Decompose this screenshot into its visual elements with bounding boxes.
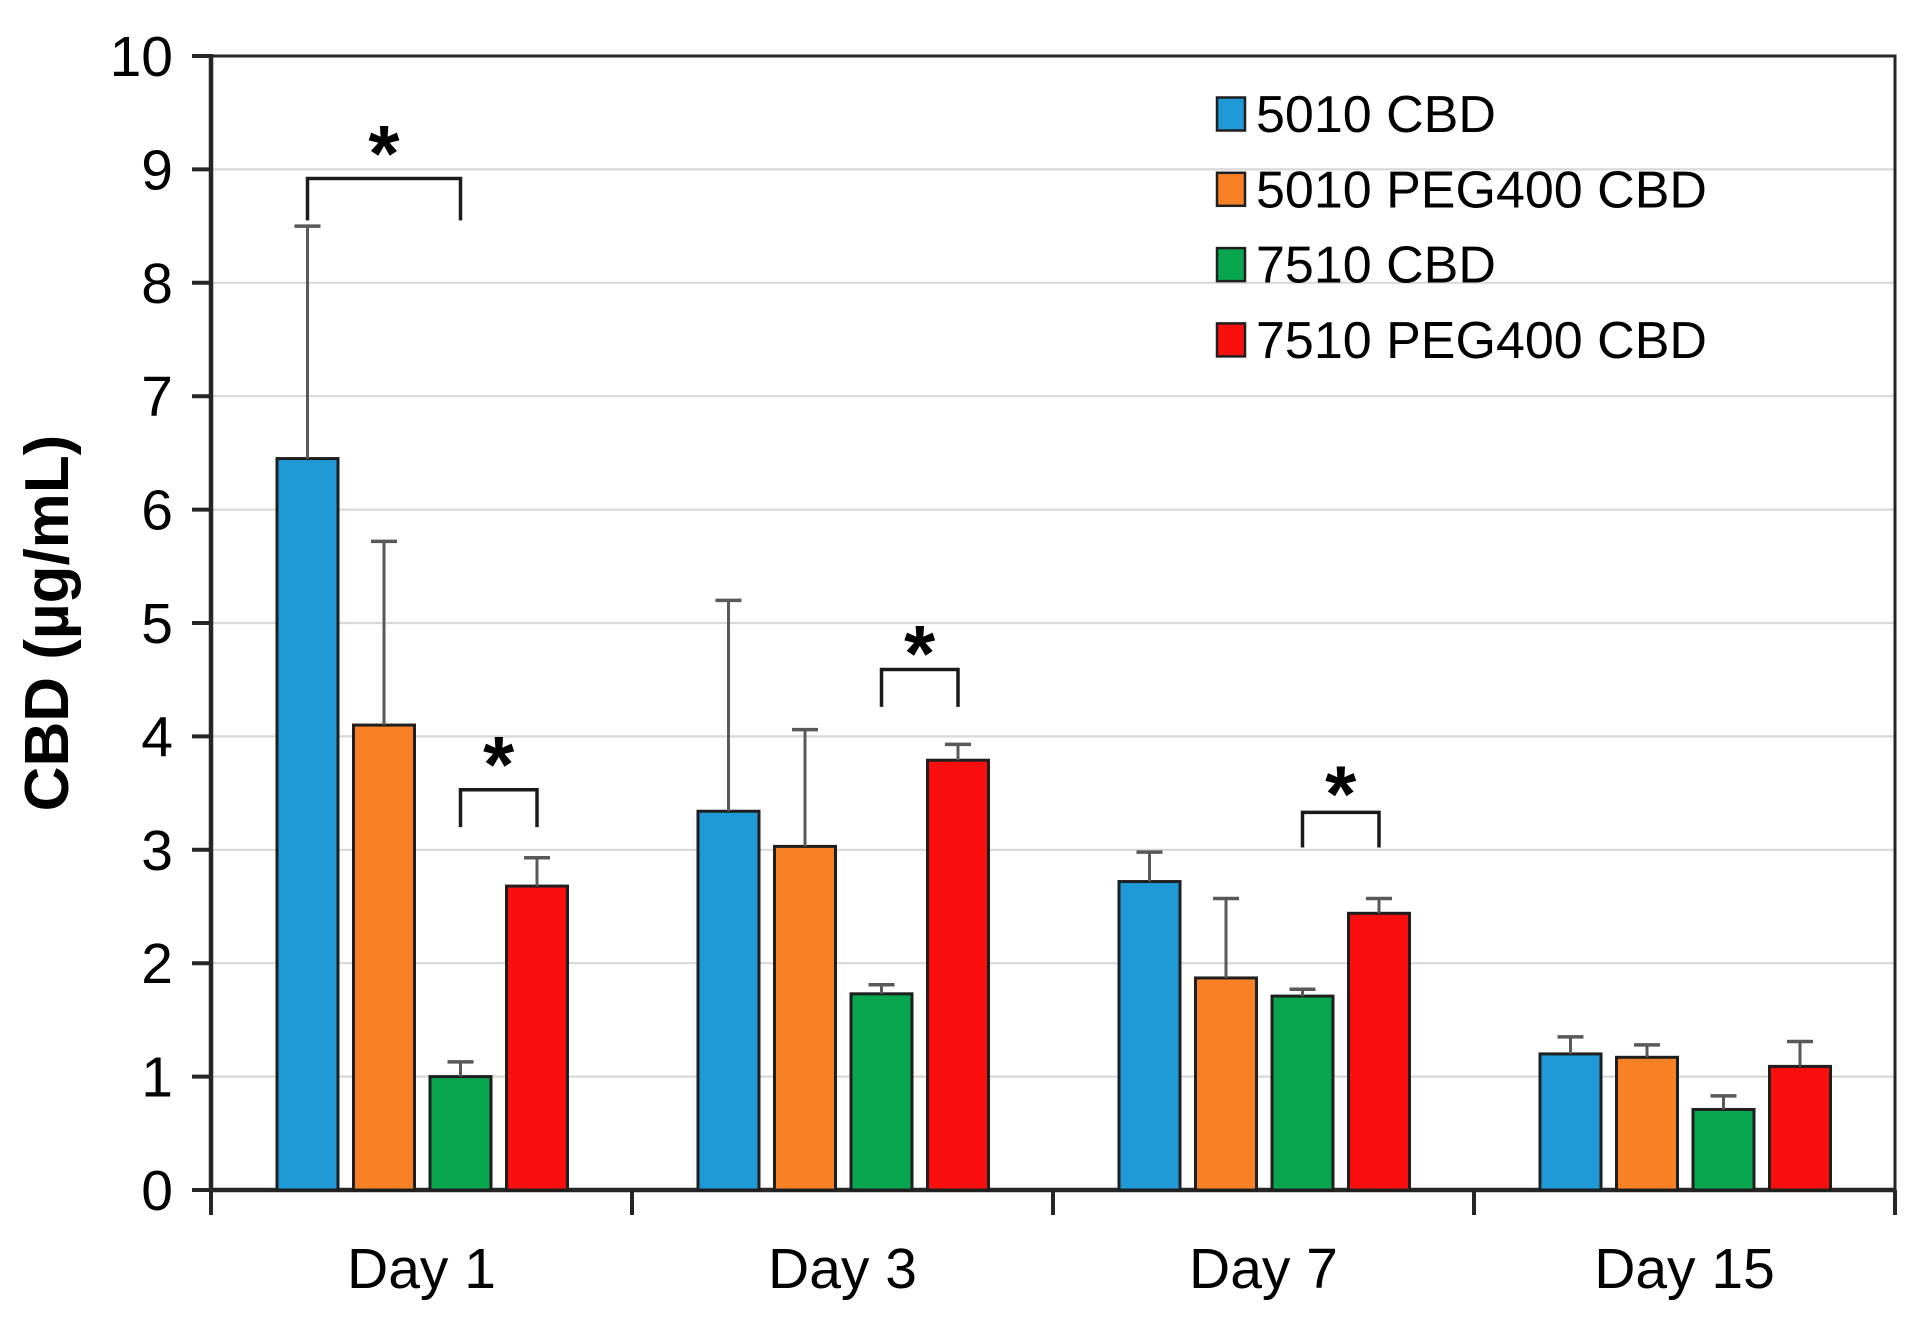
y-axis: 0 1 2 3 4 5 6 7 8 9 10 (110, 25, 211, 1223)
gridlines (213, 168, 1894, 1078)
legend-item-7510-cbd: 7510 CBD (1215, 237, 1496, 295)
error-bar (1213, 896, 1239, 978)
y-tick-label: 2 (141, 932, 173, 996)
error-bar (447, 1060, 474, 1077)
y-tick-label: 1 (141, 1046, 173, 1110)
bar-7510-peg400-cbd-day-15 (1768, 1064, 1832, 1192)
error-bar (371, 539, 397, 726)
bar-5010-peg400-cbd-day-15 (1615, 1055, 1679, 1192)
significance-asterisk: * (904, 609, 936, 698)
legend-label: 7510 PEG400 CBD (1256, 312, 1707, 370)
legend-swatch-icon (1215, 171, 1247, 208)
significance-asterisk: * (483, 720, 515, 809)
legend-label: 5010 CBD (1256, 86, 1496, 144)
y-tick-label: 3 (141, 819, 173, 883)
error-bar (524, 855, 550, 887)
bar-7510-cbd-day-15 (1691, 1107, 1756, 1192)
y-tick-label: 4 (141, 705, 173, 769)
legend-item-5010-peg400-cbd: 5010 PEG400 CBD (1215, 161, 1707, 219)
error-bar (1557, 1035, 1584, 1054)
x-category-label: Day 7 (1189, 1237, 1338, 1301)
y-tick-label: 9 (141, 138, 173, 202)
y-tick-label: 0 (141, 1159, 173, 1223)
bar-7510-peg400-cbd-day-7 (1347, 911, 1411, 1192)
significance-bracket (1300, 810, 1381, 848)
y-tick-label: 10 (110, 25, 173, 89)
y-tick-label: 7 (141, 365, 173, 429)
x-category-label: Day 15 (1594, 1237, 1775, 1301)
y-tick-label: 6 (141, 479, 173, 543)
bar-5010-cbd-day-1 (275, 457, 340, 1192)
legend-swatch-icon (1215, 322, 1247, 358)
x-category-label: Day 1 (347, 1237, 496, 1301)
error-bar (1710, 1094, 1737, 1110)
bar-5010-peg400-cbd-day-7 (1194, 976, 1258, 1192)
legend-item-7510-peg400-cbd: 7510 PEG400 CBD (1215, 312, 1707, 370)
error-bar (715, 598, 742, 812)
significance-bracket (458, 787, 539, 828)
bar-7510-cbd-day-1 (428, 1075, 493, 1192)
bar-7510-cbd-day-7 (1270, 994, 1335, 1192)
legend-swatch-icon (1215, 96, 1247, 132)
legend-label: 7510 CBD (1256, 237, 1496, 295)
legend-label: 5010 PEG400 CBD (1256, 161, 1707, 219)
legend-swatch-icon (1215, 246, 1247, 283)
y-tick-label: 8 (141, 252, 173, 316)
bar-5010-cbd-day-3 (696, 809, 761, 1192)
significance-bracket (305, 176, 463, 221)
bar-5010-peg400-cbd-day-3 (773, 844, 837, 1192)
significance-asterisk: * (1325, 749, 1357, 838)
bar-5010-peg400-cbd-day-1 (352, 723, 416, 1192)
legend-item-5010-cbd: 5010 CBD (1215, 86, 1496, 144)
significance-bracket (879, 667, 960, 707)
bar-5010-cbd-day-15 (1538, 1052, 1603, 1192)
error-bar (1634, 1043, 1660, 1058)
y-axis-title: CBD (µg/mL) (13, 435, 82, 812)
error-bar (868, 982, 895, 994)
bars (275, 224, 1832, 1192)
y-tick-label: 5 (141, 592, 173, 656)
legend: 5010 CBD 5010 PEG400 CBD 7510 CBD 7510 PEG4… (1215, 86, 1707, 370)
error-bar (1136, 850, 1163, 882)
error-bar (792, 727, 818, 847)
bar-7510-peg400-cbd-day-1 (505, 884, 569, 1192)
error-bar (1289, 987, 1316, 997)
error-bar (294, 224, 321, 459)
error-bar (945, 742, 971, 761)
bar-7510-peg400-cbd-day-3 (926, 758, 990, 1192)
error-bar (1366, 896, 1392, 914)
error-bar (1787, 1039, 1813, 1067)
bar-5010-cbd-day-7 (1117, 880, 1182, 1192)
x-category-label: Day 3 (768, 1237, 917, 1301)
significance-asterisk: * (368, 109, 400, 198)
bar-7510-cbd-day-3 (849, 992, 914, 1192)
